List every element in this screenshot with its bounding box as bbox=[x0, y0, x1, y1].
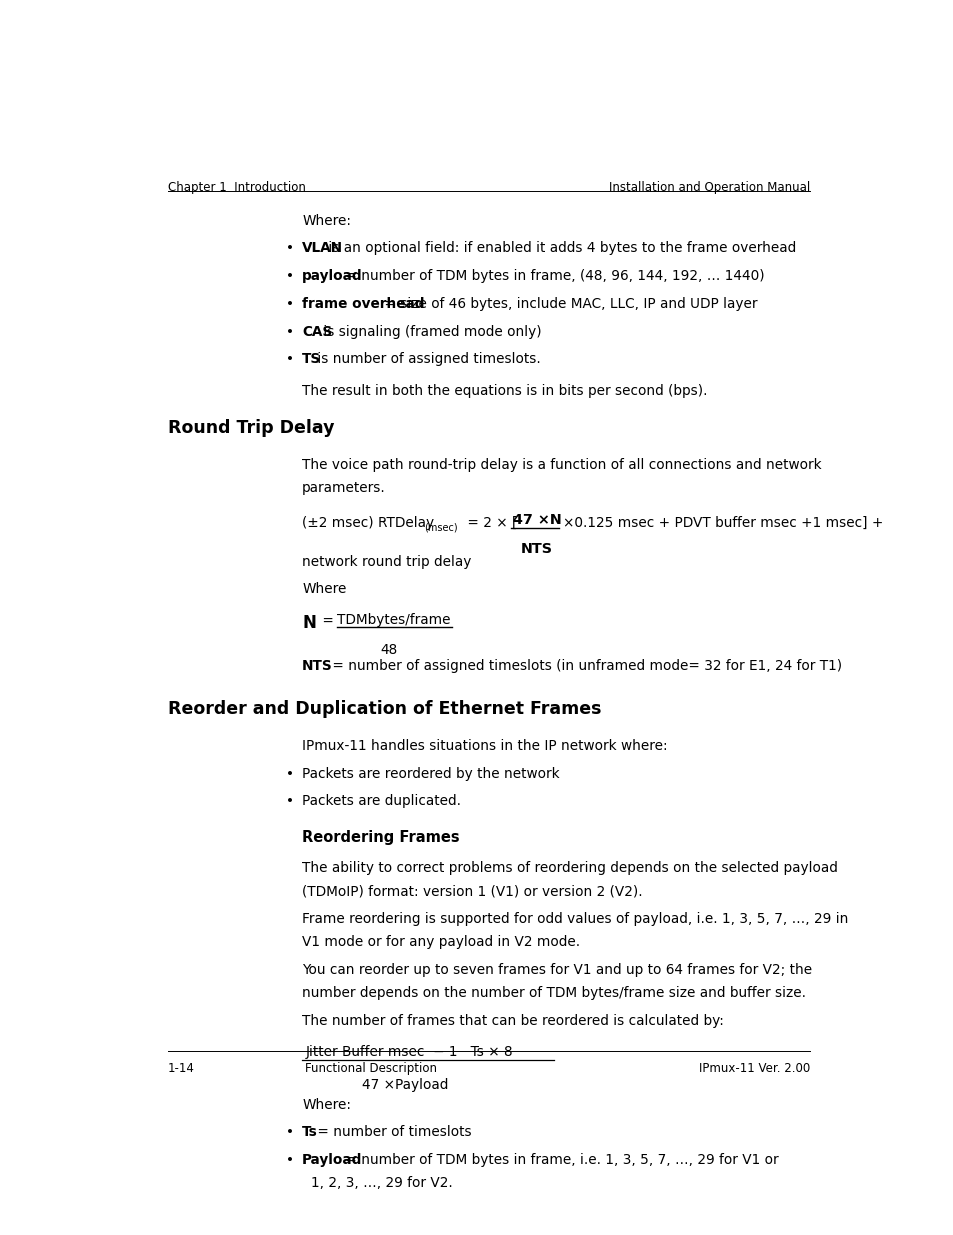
Text: •: • bbox=[286, 1153, 294, 1167]
Text: Functional Description: Functional Description bbox=[305, 1062, 436, 1076]
Text: IPmux-11 Ver. 2.00: IPmux-11 Ver. 2.00 bbox=[698, 1062, 809, 1076]
Text: Jitter Buffer msec  − 1   Ts × 8: Jitter Buffer msec − 1 Ts × 8 bbox=[306, 1045, 513, 1060]
Text: (TDMoIP) format: version 1 (V1) or version 2 (V2).: (TDMoIP) format: version 1 (V1) or versi… bbox=[302, 884, 642, 898]
Text: = number of TDM bytes in frame, i.e. 1, 3, 5, 7, …, 29 for V1 or: = number of TDM bytes in frame, i.e. 1, … bbox=[341, 1153, 778, 1167]
Text: •: • bbox=[286, 241, 294, 256]
Text: TDMbytes/frame: TDMbytes/frame bbox=[336, 613, 450, 626]
Text: •: • bbox=[286, 296, 294, 311]
Text: N: N bbox=[302, 614, 315, 632]
Text: V1 mode or for any payload in V2 mode.: V1 mode or for any payload in V2 mode. bbox=[302, 935, 579, 950]
Text: Installation and Operation Manual: Installation and Operation Manual bbox=[608, 180, 809, 194]
Text: (±2 msec) RTDelay: (±2 msec) RTDelay bbox=[302, 516, 434, 530]
Text: •: • bbox=[286, 767, 294, 781]
Text: 47 ×Payload: 47 ×Payload bbox=[361, 1078, 448, 1092]
Text: •: • bbox=[286, 325, 294, 338]
Text: 47 ×N: 47 ×N bbox=[513, 514, 561, 527]
Text: 1, 2, 3, …, 29 for V2.: 1, 2, 3, …, 29 for V2. bbox=[311, 1176, 453, 1191]
Text: Where: Where bbox=[302, 583, 346, 597]
Text: = size of 46 bytes, include MAC, LLC, IP and UDP layer: = size of 46 bytes, include MAC, LLC, IP… bbox=[380, 296, 757, 311]
Text: The result in both the equations is in bits per second (bps).: The result in both the equations is in b… bbox=[302, 384, 707, 398]
Text: NTS: NTS bbox=[302, 658, 333, 673]
Text: = number of TDM bytes in frame, (48, 96, 144, 192, … 1440): = number of TDM bytes in frame, (48, 96,… bbox=[341, 269, 764, 283]
Text: = 2 × [: = 2 × [ bbox=[463, 516, 517, 530]
Text: •: • bbox=[286, 269, 294, 283]
Text: NTS: NTS bbox=[520, 542, 552, 556]
Text: CAS: CAS bbox=[302, 325, 332, 338]
Text: The ability to correct problems of reordering depends on the selected payload: The ability to correct problems of reord… bbox=[302, 861, 837, 876]
Text: Round Trip Delay: Round Trip Delay bbox=[168, 419, 335, 437]
Text: payload: payload bbox=[302, 269, 362, 283]
Text: Chapter 1  Introduction: Chapter 1 Introduction bbox=[168, 180, 306, 194]
Text: frame overhead: frame overhead bbox=[302, 296, 424, 311]
Text: Payload: Payload bbox=[302, 1153, 362, 1167]
Text: Frame reordering is supported for odd values of payload, i.e. 1, 3, 5, 7, …, 29 : Frame reordering is supported for odd va… bbox=[302, 911, 847, 926]
Text: network round trip delay: network round trip delay bbox=[302, 555, 471, 569]
Text: Packets are reordered by the network: Packets are reordered by the network bbox=[302, 767, 559, 781]
Text: The voice path round-trip delay is a function of all connections and network: The voice path round-trip delay is a fun… bbox=[302, 458, 821, 472]
Text: Packets are duplicated.: Packets are duplicated. bbox=[302, 794, 460, 808]
Text: =: = bbox=[317, 614, 334, 629]
Text: Where:: Where: bbox=[302, 214, 351, 227]
Text: ×0.125 msec + PDVT buffer msec +1 msec] +: ×0.125 msec + PDVT buffer msec +1 msec] … bbox=[562, 516, 882, 530]
Text: is signaling (framed mode only): is signaling (framed mode only) bbox=[318, 325, 541, 338]
Text: •: • bbox=[286, 352, 294, 367]
Text: IPmux-11 handles situations in the IP network where:: IPmux-11 handles situations in the IP ne… bbox=[302, 739, 667, 753]
Text: (msec): (msec) bbox=[424, 522, 457, 532]
Text: Reorder and Duplication of Ethernet Frames: Reorder and Duplication of Ethernet Fram… bbox=[168, 700, 601, 719]
Text: parameters.: parameters. bbox=[302, 480, 386, 495]
Text: 1-14: 1-14 bbox=[168, 1062, 194, 1076]
Text: Where:: Where: bbox=[302, 1098, 351, 1112]
Text: = number of timeslots: = number of timeslots bbox=[313, 1125, 472, 1140]
Text: TS: TS bbox=[302, 352, 321, 367]
Text: = number of assigned timeslots (in unframed mode= 32 for E1, 24 for T1): = number of assigned timeslots (in unfra… bbox=[328, 658, 841, 673]
Text: •: • bbox=[286, 1125, 294, 1140]
Text: is an optional field: if enabled it adds 4 bytes to the frame overhead: is an optional field: if enabled it adds… bbox=[324, 241, 796, 256]
Text: is number of assigned timeslots.: is number of assigned timeslots. bbox=[313, 352, 540, 367]
Text: Reordering Frames: Reordering Frames bbox=[302, 830, 459, 845]
Text: VLAN: VLAN bbox=[302, 241, 343, 256]
Text: •: • bbox=[286, 794, 294, 808]
Text: The number of frames that can be reordered is calculated by:: The number of frames that can be reorder… bbox=[302, 1014, 723, 1028]
Text: number depends on the number of TDM bytes/frame size and buffer size.: number depends on the number of TDM byte… bbox=[302, 986, 805, 1000]
Text: You can reorder up to seven frames for V1 and up to 64 frames for V2; the: You can reorder up to seven frames for V… bbox=[302, 963, 811, 977]
Text: Ts: Ts bbox=[302, 1125, 317, 1140]
Text: 48: 48 bbox=[380, 643, 397, 657]
